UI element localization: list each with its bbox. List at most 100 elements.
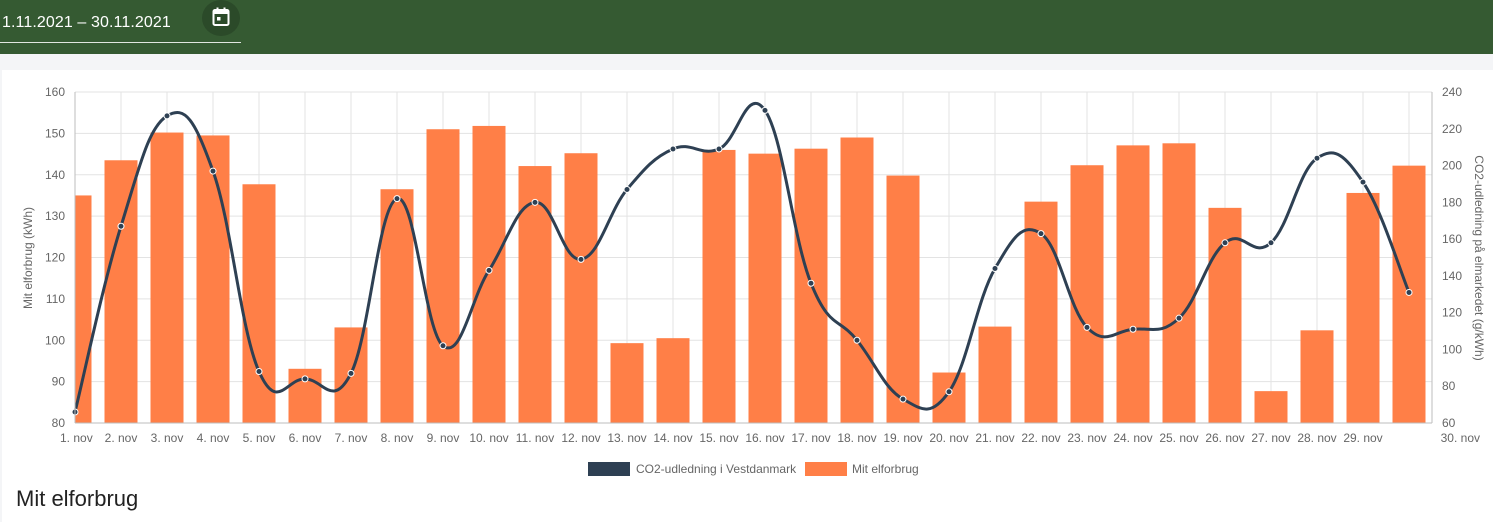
x-tick-label: 25. nov bbox=[1159, 431, 1198, 445]
legend-swatch-co2 bbox=[588, 462, 630, 476]
y-tick-label: 90 bbox=[52, 375, 66, 389]
x-tick-label: 8. nov bbox=[381, 431, 414, 445]
x-tick-label: 29. nov bbox=[1343, 431, 1382, 445]
x-tick-label: 11. nov bbox=[516, 431, 554, 445]
y-axis-title: Mit elforbrug (kWh) bbox=[21, 207, 35, 309]
bar-18-nov bbox=[840, 137, 874, 423]
y2-tick-label: 200 bbox=[1442, 159, 1462, 173]
x-tick-label: 23. nov bbox=[1067, 431, 1106, 445]
x-tick-label: 10. nov bbox=[469, 431, 508, 445]
co2-point-28-nov bbox=[1313, 154, 1321, 162]
bar-10-nov bbox=[472, 125, 506, 424]
y-tick-label: 160 bbox=[45, 85, 65, 99]
co2-point-20-nov bbox=[945, 388, 953, 396]
x-tick-label: 16. nov bbox=[745, 431, 784, 445]
x-tick-label: 14. nov bbox=[653, 431, 692, 445]
x-tick-label: 17. nov bbox=[791, 431, 830, 445]
bar-19-nov bbox=[886, 175, 920, 423]
x-tick-label: 21. nov bbox=[975, 431, 1014, 445]
x-tick-label: 6. nov bbox=[289, 431, 322, 445]
co2-point-14-nov bbox=[669, 145, 677, 153]
date-range-field[interactable]: 1.11.2021 – 30.11.2021 bbox=[0, 0, 241, 43]
bar-21-nov bbox=[978, 326, 1012, 423]
y2-tick-label: 100 bbox=[1442, 342, 1462, 356]
y2-tick-label: 80 bbox=[1442, 379, 1456, 393]
x-tick-label: 1. nov bbox=[60, 431, 93, 445]
co2-point-2-nov bbox=[117, 222, 125, 230]
y2-tick-label: 180 bbox=[1442, 195, 1462, 209]
legend-swatch-consumption bbox=[805, 462, 847, 476]
y2-axis-title: CO2-udledning på elmarkedet (g/kWh) bbox=[1472, 155, 1486, 360]
y-tick-label: 100 bbox=[45, 333, 65, 347]
co2-point-16-nov bbox=[761, 106, 769, 114]
x-tick-label: 15. nov bbox=[699, 431, 738, 445]
bar-4-nov bbox=[196, 135, 230, 423]
x-tick-label: 9. nov bbox=[427, 431, 460, 445]
co2-point-22-nov bbox=[1037, 230, 1045, 238]
y2-tick-label: 140 bbox=[1442, 269, 1462, 283]
date-range-value[interactable]: 1.11.2021 – 30.11.2021 bbox=[2, 14, 171, 31]
bar-14-nov bbox=[656, 338, 690, 423]
x-tick-label: 19. nov bbox=[883, 431, 922, 445]
legend-label-consumption: Mit elforbrug bbox=[852, 462, 919, 476]
co2-line-group bbox=[71, 101, 1413, 416]
y-tick-label: 140 bbox=[45, 168, 65, 182]
co2-point-6-nov bbox=[301, 375, 309, 383]
bar-2-nov bbox=[104, 160, 138, 424]
co2-point-30-nov bbox=[1405, 288, 1413, 296]
legend: CO2-udledning i Vestdanmark Mit elforbrug bbox=[588, 462, 919, 476]
bar-27-nov bbox=[1254, 391, 1288, 423]
bar-3-nov bbox=[150, 132, 184, 424]
bar-9-nov bbox=[426, 129, 460, 424]
legend-label-co2: CO2-udledning i Vestdanmark bbox=[636, 462, 797, 476]
y2-tick-label: 60 bbox=[1442, 416, 1456, 430]
co2-point-4-nov bbox=[209, 167, 217, 175]
co2-point-19-nov bbox=[899, 395, 907, 403]
x-tick-label: 22. nov bbox=[1021, 431, 1060, 445]
bar-20-nov bbox=[932, 372, 966, 423]
co2-point-25-nov bbox=[1175, 314, 1183, 322]
bar-23-nov bbox=[1070, 165, 1104, 423]
co2-point-9-nov bbox=[439, 342, 447, 350]
bar-8-nov bbox=[380, 189, 414, 423]
y2-tick-label: 240 bbox=[1442, 85, 1462, 99]
x-tick-label: 13. nov bbox=[607, 431, 646, 445]
x-tick-label: 12. nov bbox=[561, 431, 600, 445]
co2-point-7-nov bbox=[347, 369, 355, 377]
co2-point-29-nov bbox=[1359, 178, 1367, 186]
co2-point-8-nov bbox=[393, 195, 401, 203]
x-tick-label: 30. nov bbox=[1441, 431, 1480, 445]
x-tick-label: 27. nov bbox=[1251, 431, 1290, 445]
y-tick-label: 120 bbox=[45, 251, 65, 265]
x-tick-label: 24. nov bbox=[1113, 431, 1152, 445]
bar-1-nov bbox=[75, 195, 92, 423]
y-tick-label: 130 bbox=[45, 209, 65, 223]
co2-point-13-nov bbox=[623, 185, 631, 193]
calendar-button[interactable] bbox=[202, 0, 240, 36]
y2-tick-label: 220 bbox=[1442, 122, 1462, 136]
co2-point-24-nov bbox=[1129, 325, 1137, 333]
bar-13-nov bbox=[610, 343, 644, 423]
co2-point-26-nov bbox=[1221, 239, 1229, 247]
y2-tick-label: 120 bbox=[1442, 306, 1462, 320]
x-tick-label: 18. nov bbox=[837, 431, 876, 445]
co2-point-23-nov bbox=[1083, 323, 1091, 331]
calendar-icon[interactable] bbox=[212, 7, 230, 27]
x-tick-label: 20. nov bbox=[929, 431, 968, 445]
co2-point-12-nov bbox=[577, 255, 585, 263]
bar-16-nov bbox=[748, 153, 782, 423]
bars-group bbox=[75, 125, 1426, 424]
co2-point-17-nov bbox=[807, 279, 815, 287]
x-tick-label: 3. nov bbox=[151, 431, 184, 445]
co2-point-27-nov bbox=[1267, 239, 1275, 247]
co2-point-10-nov bbox=[485, 266, 493, 274]
bar-5-nov bbox=[242, 184, 276, 423]
y-tick-label: 150 bbox=[45, 126, 65, 140]
co2-point-3-nov bbox=[163, 112, 171, 120]
co2-point-5-nov bbox=[255, 368, 263, 376]
top-bar: 1.11.2021 – 30.11.2021 bbox=[0, 0, 1493, 54]
bar-15-nov bbox=[702, 149, 736, 424]
x-tick-label: 7. nov bbox=[335, 431, 368, 445]
x-tick-label: 4. nov bbox=[197, 431, 230, 445]
